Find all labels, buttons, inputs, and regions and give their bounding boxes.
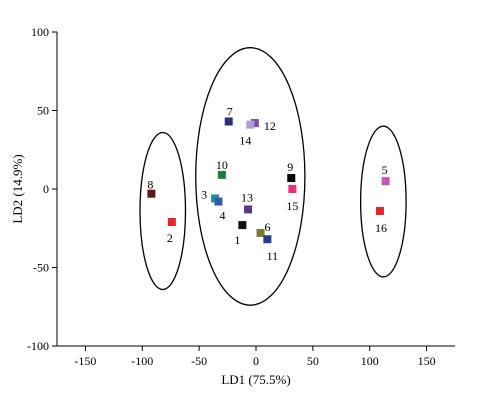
point-label: 4 [219,209,225,223]
point-label: 15 [286,199,298,213]
data-point: 13 [241,190,253,214]
point-marker [238,221,247,230]
point-label: 9 [287,160,293,174]
y-ticks: -100 -50 0 50 100 [27,25,57,353]
x-ticks: -150 -100 -50 0 50 100 150 [74,346,436,368]
point-marker [217,170,226,179]
point-marker [147,189,156,198]
point-label: 13 [241,190,253,204]
data-point: 12 [250,119,276,133]
data-point: 5 [381,163,390,186]
point-label: 1 [234,233,240,247]
data-point: 2 [167,217,176,245]
point-marker [244,205,253,214]
y-tick-label: 100 [31,25,49,39]
point-label: 11 [267,249,279,263]
point-marker [288,185,297,193]
y-tick-label: 0 [43,182,49,196]
group-ellipse [359,125,407,278]
y-tick-label: -50 [33,261,49,275]
point-label: 12 [264,119,276,133]
x-axis-title: LD1 (75.5%) [221,372,290,387]
y-tick-label: 50 [37,104,49,118]
y-tick-label: -100 [27,339,49,353]
data-point: 16 [375,206,387,235]
group-ellipses [139,47,407,306]
point-marker [263,235,272,244]
point-label: 2 [167,231,173,245]
data-point: 15 [286,185,298,213]
data-point: 10 [216,158,228,179]
point-label: 3 [201,187,207,201]
point-marker [224,117,233,126]
point-marker [246,120,255,129]
data-point: 14 [239,120,255,148]
point-label: 6 [265,220,271,234]
group-ellipse [195,47,306,306]
group-ellipse [139,131,187,291]
x-tick-label: 50 [307,354,319,368]
data-point: 6 [256,220,271,237]
point-marker [381,177,390,186]
point-label: 5 [382,163,388,177]
x-tick-label: -150 [74,354,96,368]
point-marker [375,206,384,215]
point-marker [250,119,259,128]
x-tick-label: 0 [253,354,259,368]
point-marker [214,197,223,206]
point-label: 8 [147,178,153,192]
data-point: 7 [224,104,233,126]
point-marker [287,174,296,183]
point-marker [256,228,265,237]
data-point: 9 [287,160,296,183]
data-point: 1 [234,221,247,247]
point-label: 10 [216,158,228,172]
axes [56,32,455,347]
data-point: 8 [147,178,156,198]
x-tick-label: 150 [418,354,436,368]
point-label: 16 [375,221,387,235]
x-tick-label: -100 [131,354,153,368]
x-tick-label: -50 [191,354,207,368]
point-label: 14 [239,134,251,148]
data-point: 4 [214,197,225,223]
point-marker [167,217,176,226]
y-axis-title: LD2 (14.9%) [10,154,25,223]
x-tick-label: 100 [361,354,379,368]
data-point: 11 [263,235,278,263]
point-label: 7 [227,104,233,118]
